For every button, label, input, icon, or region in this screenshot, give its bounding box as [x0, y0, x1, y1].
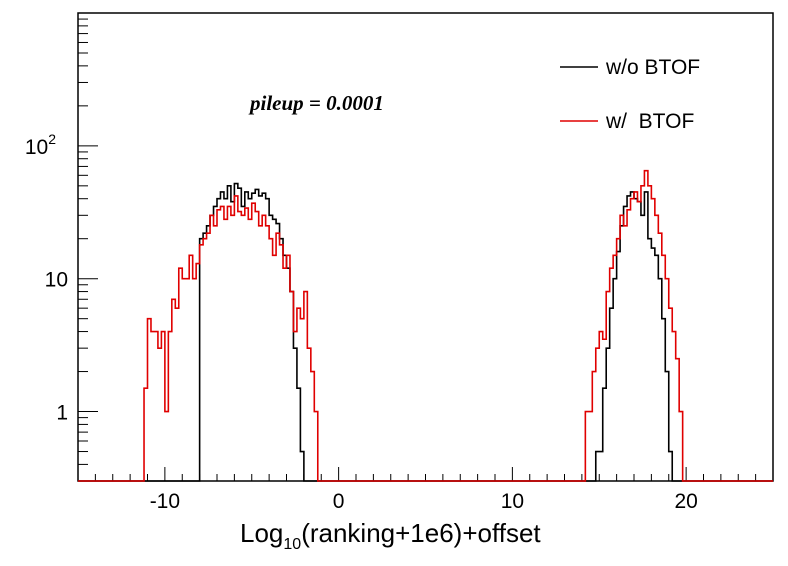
legend: w/o BTOF w/ BTOF [560, 56, 700, 133]
annotation-text: pileup = 0.0001 [248, 91, 384, 115]
plot-frame [77, 12, 774, 482]
y-tick-label: 102 [25, 131, 56, 159]
axis-tick-labels: -10 0 10 20 1 10 102 [25, 131, 698, 513]
series-layer [78, 169, 773, 482]
x-axis-title-subscript: 10 [283, 536, 301, 553]
y-tick-label: 1 [56, 402, 68, 425]
x-tick-label: -10 [150, 490, 180, 513]
legend-label-wo-btof: w/o BTOF [605, 56, 700, 79]
x-axis-title: Log10(ranking+1e6)+offset [240, 518, 541, 553]
x-tick-label: 20 [674, 490, 697, 513]
y-tick-exponent: 2 [48, 131, 56, 147]
x-tick-label: 10 [501, 490, 524, 513]
axis-ticks [77, 12, 774, 482]
x-tick-label: 0 [333, 490, 345, 513]
legend-label-w-btof: w/ BTOF [605, 110, 694, 133]
x-axis-title-main: Log [240, 518, 283, 548]
x-axis-title-rest: (ranking+1e6)+offset [301, 518, 541, 548]
y-tick-label: 10 [45, 269, 68, 292]
histogram-series-w-btof [78, 169, 773, 482]
